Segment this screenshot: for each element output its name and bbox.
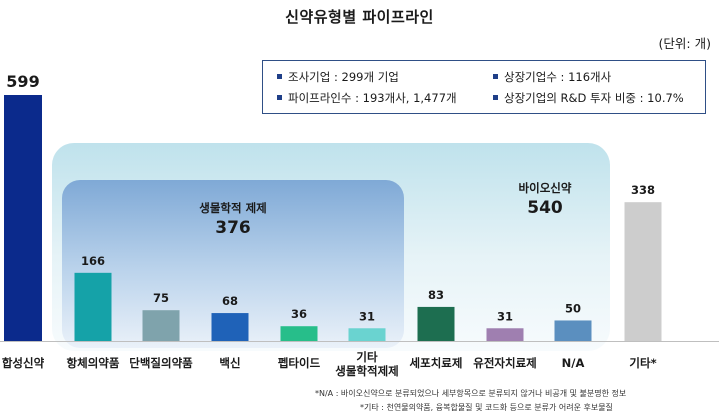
category-label: 펩타이드 <box>278 356 321 370</box>
data-label: 31 <box>497 309 513 323</box>
chem-region-value: 376 <box>215 218 251 238</box>
bar <box>211 313 249 341</box>
category-label: 백신 <box>219 356 240 370</box>
data-label: 83 <box>428 288 444 302</box>
info-pipelines-text: 파이프라인수 : 193개사, 1,477개 <box>288 91 457 105</box>
bar <box>4 95 42 341</box>
info-box: 조사기업 : 299개 기업 상장기업수 : 116개사 파이프라인수 : 19… <box>262 60 706 114</box>
data-label: 599 <box>6 72 39 91</box>
category-label: 기타* <box>629 356 656 370</box>
bar <box>142 310 180 341</box>
category-label: N/A <box>562 356 585 370</box>
footnote-other: *기타 : 천연물의약품, 융복합물질 및 코드화 등으로 분류가 어려운 후보… <box>360 403 613 412</box>
category-label: 기타 생물학적제제 <box>335 350 398 378</box>
bullet-square-icon <box>277 74 282 79</box>
bar <box>554 320 592 341</box>
category-label: 유전자치료제 <box>473 356 536 370</box>
category-label: 합성신약 <box>2 356 45 370</box>
category-label: 항체의약품 <box>67 356 120 370</box>
info-rnd: 상장기업의 R&D 투자 비중 : 10.7% <box>493 90 684 106</box>
info-survey-text: 조사기업 : 299개 기업 <box>288 70 399 84</box>
bar <box>74 272 112 341</box>
info-listed-text: 상장기업수 : 116개사 <box>504 70 612 84</box>
chem-region-title: 생물학적 제제 <box>199 201 267 215</box>
data-label: 31 <box>359 309 375 323</box>
bar <box>417 306 455 341</box>
data-label: 50 <box>565 301 581 315</box>
unit-label: (단위: 개) <box>658 36 711 51</box>
bio-region-label: 바이오신약 540 <box>470 180 620 218</box>
category-label: 단백질의약품 <box>129 356 193 370</box>
bar <box>624 202 662 341</box>
bullet-square-icon <box>493 74 498 79</box>
data-label: 68 <box>222 294 238 308</box>
data-label: 75 <box>153 291 169 305</box>
bullet-square-icon <box>277 95 282 100</box>
category-label: 세포치료제 <box>410 356 463 370</box>
bio-region-value: 540 <box>527 198 563 218</box>
info-survey: 조사기업 : 299개 기업 <box>277 69 399 85</box>
footnote-na: *N/A : 바이오신약으로 분류되었으나 세부항목으로 분류되지 않거나 비공… <box>315 389 627 398</box>
info-pipelines: 파이프라인수 : 193개사, 1,477개 <box>277 90 457 106</box>
data-label: 166 <box>81 254 105 268</box>
info-rnd-text: 상장기업의 R&D 투자 비중 : 10.7% <box>504 91 684 105</box>
bar <box>486 328 524 341</box>
info-listed: 상장기업수 : 116개사 <box>493 69 611 85</box>
chart-title: 신약유형별 파이프라인 <box>285 8 434 26</box>
bullet-square-icon <box>493 95 498 100</box>
bio-region-title: 바이오신약 <box>518 181 572 195</box>
data-label: 338 <box>631 183 655 197</box>
chem-region-label: 생물학적 제제 376 <box>158 200 308 238</box>
bar <box>280 326 318 341</box>
bar <box>348 328 386 341</box>
data-label: 36 <box>291 307 307 321</box>
